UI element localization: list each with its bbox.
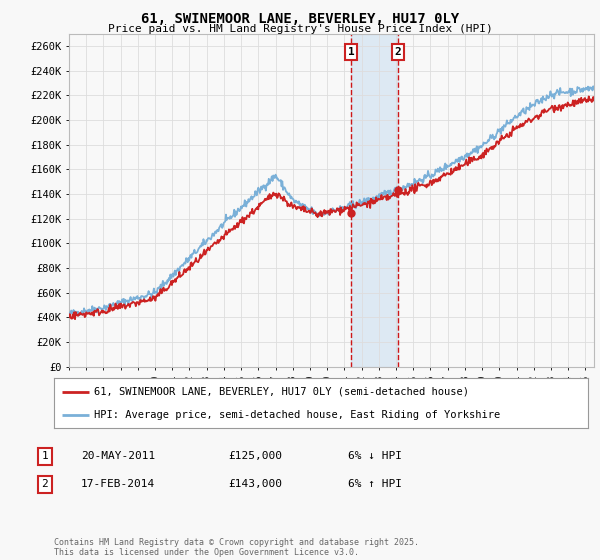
Text: £143,000: £143,000 <box>228 479 282 489</box>
Text: 6% ↓ HPI: 6% ↓ HPI <box>348 451 402 461</box>
Text: Contains HM Land Registry data © Crown copyright and database right 2025.
This d: Contains HM Land Registry data © Crown c… <box>54 538 419 557</box>
Text: 6% ↑ HPI: 6% ↑ HPI <box>348 479 402 489</box>
Point <box>394 186 403 195</box>
Text: 2: 2 <box>395 47 401 57</box>
Text: 1: 1 <box>41 451 49 461</box>
Text: 61, SWINEMOOR LANE, BEVERLEY, HU17 0LY: 61, SWINEMOOR LANE, BEVERLEY, HU17 0LY <box>141 12 459 26</box>
Text: HPI: Average price, semi-detached house, East Riding of Yorkshire: HPI: Average price, semi-detached house,… <box>94 410 500 420</box>
Bar <box>351 34 398 367</box>
Point <box>346 208 356 217</box>
Text: 17-FEB-2014: 17-FEB-2014 <box>81 479 155 489</box>
Text: 1: 1 <box>347 47 355 57</box>
Text: 20-MAY-2011: 20-MAY-2011 <box>81 451 155 461</box>
Text: Price paid vs. HM Land Registry's House Price Index (HPI): Price paid vs. HM Land Registry's House … <box>107 24 493 34</box>
Text: 2: 2 <box>41 479 49 489</box>
Text: £125,000: £125,000 <box>228 451 282 461</box>
Text: 61, SWINEMOOR LANE, BEVERLEY, HU17 0LY (semi-detached house): 61, SWINEMOOR LANE, BEVERLEY, HU17 0LY (… <box>94 386 469 396</box>
